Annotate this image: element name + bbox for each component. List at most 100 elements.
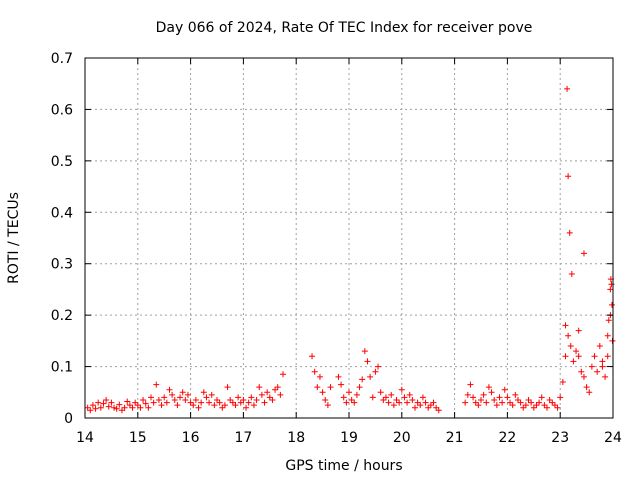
x-axis-label: GPS time / hours: [285, 458, 402, 474]
data-point: [380, 397, 387, 403]
data-point: [224, 384, 231, 391]
data-point: [108, 399, 115, 406]
data-point: [530, 404, 537, 411]
data-point: [229, 399, 236, 406]
data-point: [211, 402, 218, 409]
data-point: [309, 353, 316, 360]
data-point: [179, 389, 186, 396]
data-point: [95, 399, 102, 406]
data-point: [422, 399, 429, 406]
data-point: [583, 384, 590, 391]
data-point: [404, 399, 411, 406]
data-point: [369, 394, 376, 401]
data-point: [235, 394, 242, 401]
data-point: [256, 384, 263, 391]
data-point: [97, 404, 104, 411]
data-point: [359, 376, 366, 383]
data-point: [580, 373, 587, 380]
data-point: [409, 397, 416, 403]
data-point: [227, 397, 234, 403]
y-tick-label: 0.5: [51, 154, 73, 170]
y-tick-label: 0: [64, 411, 73, 427]
data-point: [116, 401, 123, 408]
data-point: [470, 394, 477, 401]
data-point: [269, 397, 276, 403]
y-tick-label: 0.7: [51, 51, 73, 67]
data-point: [414, 399, 421, 406]
data-point: [605, 317, 612, 324]
data-point: [351, 399, 358, 406]
data-point: [536, 399, 543, 406]
data-point: [182, 397, 189, 403]
data-point: [195, 404, 202, 411]
data-point: [417, 402, 424, 409]
data-point: [311, 368, 318, 375]
data-point: [559, 379, 566, 385]
data-point: [401, 394, 408, 401]
data-point: [158, 402, 165, 409]
data-point: [89, 402, 96, 409]
data-points: [84, 85, 616, 414]
data-point: [430, 399, 437, 406]
data-point: [480, 391, 487, 398]
data-point: [248, 394, 255, 401]
y-tick-label: 0.2: [51, 308, 73, 324]
data-point: [507, 399, 514, 406]
x-tick-label: 23: [551, 430, 569, 446]
data-point: [208, 391, 215, 398]
data-point: [599, 363, 606, 370]
data-point: [396, 399, 403, 406]
data-point: [562, 322, 569, 329]
data-point: [190, 402, 197, 409]
data-point: [596, 343, 603, 349]
data-point: [609, 337, 616, 344]
data-point: [148, 394, 154, 401]
data-point: [390, 402, 397, 409]
data-point: [406, 391, 413, 398]
data-point: [353, 391, 360, 398]
data-point: [567, 343, 574, 349]
data-point: [435, 407, 442, 414]
data-point: [554, 404, 561, 411]
data-point: [361, 348, 368, 355]
data-point: [544, 404, 550, 411]
data-point: [512, 391, 519, 398]
data-point: [491, 397, 498, 403]
y-tick-label: 0.4: [51, 205, 73, 221]
data-point: [132, 399, 139, 406]
data-point: [504, 394, 511, 401]
data-point: [475, 402, 482, 409]
data-point: [514, 397, 521, 403]
x-tick-label: 24: [604, 430, 622, 446]
data-point: [382, 394, 389, 401]
data-point: [549, 399, 556, 406]
data-point: [594, 368, 601, 375]
data-point: [171, 397, 178, 403]
data-point: [602, 373, 609, 380]
data-point: [591, 353, 598, 360]
data-point: [203, 394, 210, 401]
data-point: [103, 397, 110, 403]
data-point: [177, 394, 184, 401]
data-point: [356, 384, 363, 391]
chart-title: Day 066 of 2024, Rate Of TEC Index for r…: [156, 20, 533, 36]
data-point: [261, 399, 268, 406]
x-tick-label: 17: [234, 430, 252, 446]
data-point: [192, 397, 199, 403]
data-point: [163, 399, 170, 406]
data-point: [419, 394, 426, 401]
data-point: [124, 398, 131, 405]
data-point: [221, 402, 228, 409]
x-tick-label: 18: [287, 430, 305, 446]
data-point: [338, 381, 345, 388]
data-point: [100, 400, 107, 407]
data-point: [364, 358, 371, 365]
data-point: [319, 389, 326, 396]
data-point: [485, 384, 492, 391]
y-tick-label: 0.1: [51, 360, 73, 376]
data-point: [142, 400, 149, 407]
data-point: [462, 399, 469, 406]
data-point: [533, 402, 540, 409]
x-tick-label: 15: [129, 430, 147, 446]
data-point: [184, 391, 191, 398]
